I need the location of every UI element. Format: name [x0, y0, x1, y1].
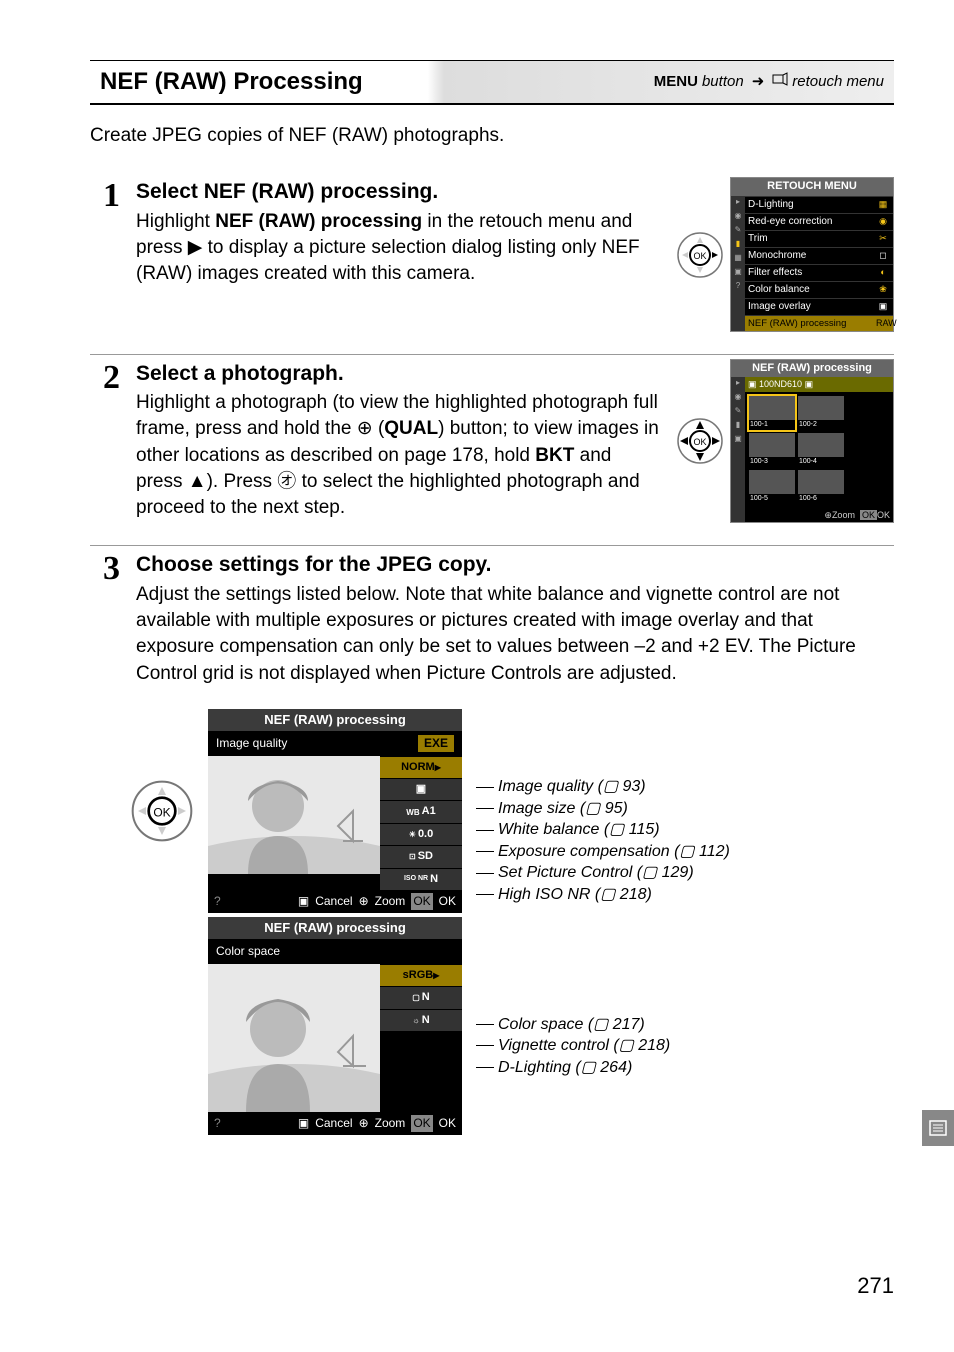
- multiselector-icon: OK: [676, 231, 724, 279]
- step-2: 2 Select a photograph. Highlight a photo…: [90, 354, 894, 538]
- button-word: button: [702, 71, 744, 92]
- ok-icon: ㋔: [277, 471, 296, 492]
- retouch-icon: [772, 71, 788, 92]
- step-text: Highlight NEF (RAW) processing in the re…: [136, 209, 660, 288]
- up-arrow-icon: ▲: [188, 471, 207, 492]
- svg-text:OK: OK: [153, 805, 170, 819]
- settings-labels-1: Image quality (▢ 93) Image size (▢ 95) W…: [476, 716, 730, 905]
- settings-screenshot-2: NEF (RAW) processing Color space: [208, 917, 462, 1135]
- step-title: Select NEF (RAW) processing.: [136, 177, 660, 206]
- section-title: NEF (RAW) Processing: [100, 65, 363, 99]
- step-number: 3: [90, 550, 120, 686]
- step-3: 3 Choose settings for the JPEG copy. Adj…: [90, 545, 894, 700]
- page-number: 271: [857, 1271, 894, 1302]
- step-title: Choose settings for the JPEG copy.: [136, 550, 894, 579]
- step-title: Select a photograph.: [136, 359, 660, 388]
- step-number: 2: [90, 359, 120, 524]
- step-text: Adjust the settings listed below. Note t…: [136, 582, 894, 687]
- right-arrow-icon: ▶: [188, 237, 203, 258]
- preview-image: [208, 756, 380, 874]
- section-header: NEF (RAW) Processing MENU button ➜ retou…: [90, 60, 894, 105]
- settings-screenshot-1: NEF (RAW) processing Image quality EXE: [208, 709, 462, 913]
- settings-labels-2: Color space (▢ 217) Vignette control (▢ …: [476, 973, 670, 1078]
- arrow-icon: ➜: [752, 71, 765, 92]
- side-tab-icon: [922, 1110, 954, 1146]
- menu-target: retouch menu: [792, 71, 884, 92]
- step-1: 1 Select NEF (RAW) processing. Highlight…: [90, 177, 894, 346]
- intro-text: Create JPEG copies of NEF (RAW) photogra…: [90, 123, 894, 150]
- menu-path: MENU button ➜ retouch menu: [654, 71, 884, 92]
- thumbnail: 100-1: [749, 396, 795, 430]
- menu-header: RETOUCH MENU: [731, 178, 893, 195]
- settings-area: OK NEF (RAW) processing Image quality EX…: [130, 709, 894, 1135]
- svg-text:OK: OK: [693, 437, 706, 447]
- retouch-menu-screenshot: RETOUCH MENU ▸◉✎▮▦▣? D-Lighting▦ Red-eye…: [730, 177, 894, 332]
- preview-image: [208, 964, 380, 1112]
- multiselector-icon: OK: [676, 417, 724, 465]
- select-photo-screenshot: NEF (RAW) processing ▸◉✎▮▣ ▣ 100ND610 ▣ …: [730, 359, 894, 524]
- menu-tabs: ▸◉✎▮▦▣?: [731, 196, 745, 331]
- multiselector-icon: OK: [130, 779, 194, 843]
- svg-text:OK: OK: [693, 251, 706, 261]
- step-number: 1: [90, 177, 120, 332]
- step-text: Highlight a photograph (to view the high…: [136, 390, 660, 521]
- menu-label: MENU: [654, 71, 698, 92]
- zoom-icon: ⊕: [357, 418, 373, 439]
